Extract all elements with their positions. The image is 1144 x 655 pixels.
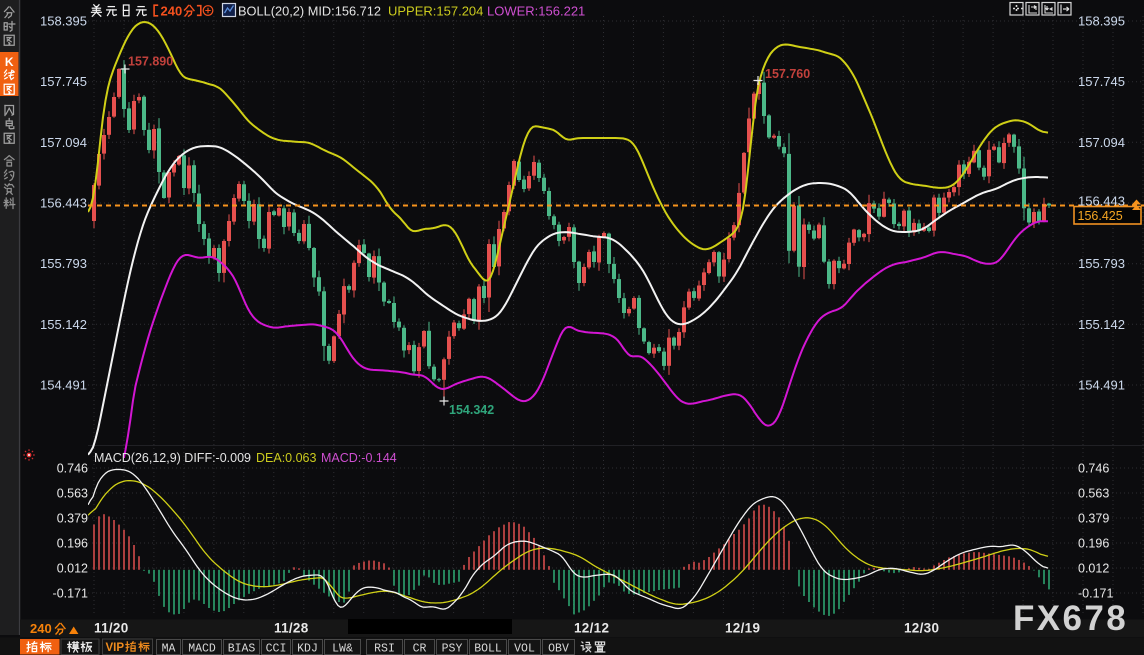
- svg-text:BOLL(20,2) MID:156.712: BOLL(20,2) MID:156.712: [238, 4, 381, 19]
- svg-text:CR: CR: [413, 643, 427, 655]
- svg-text:155.793: 155.793: [40, 256, 87, 271]
- svg-text:0.563: 0.563: [57, 487, 88, 501]
- svg-text:154.342: 154.342: [449, 403, 494, 417]
- svg-text:VOL: VOL: [514, 643, 535, 655]
- svg-text:-0.171: -0.171: [53, 587, 88, 601]
- svg-text:MACD: MACD: [188, 643, 216, 655]
- svg-text:154.491: 154.491: [40, 378, 87, 393]
- svg-text:0.563: 0.563: [1078, 487, 1109, 501]
- svg-text:157.760: 157.760: [765, 67, 810, 81]
- svg-text:12/19: 12/19: [725, 621, 760, 636]
- svg-text:11/28: 11/28: [274, 621, 309, 636]
- svg-text:OBV: OBV: [548, 643, 569, 655]
- svg-text:0.746: 0.746: [57, 462, 88, 476]
- svg-text:158.395: 158.395: [40, 14, 87, 29]
- svg-text:BIAS: BIAS: [228, 643, 256, 655]
- svg-text:BOLL: BOLL: [474, 643, 502, 655]
- svg-text:155.793: 155.793: [1078, 256, 1125, 271]
- svg-text:156.443: 156.443: [40, 196, 87, 211]
- svg-text:154.491: 154.491: [1078, 378, 1125, 393]
- svg-text:0.746: 0.746: [1078, 462, 1109, 476]
- svg-text:MACD(26,12,9) DIFF:-0.009: MACD(26,12,9) DIFF:-0.009: [94, 451, 251, 465]
- svg-text:MA: MA: [162, 643, 176, 655]
- svg-text:MACD:-0.144: MACD:-0.144: [321, 451, 397, 465]
- svg-text:12/12: 12/12: [574, 621, 609, 636]
- svg-text:240: 240: [161, 4, 183, 19]
- svg-text:0.196: 0.196: [1078, 537, 1109, 551]
- svg-text:0.012: 0.012: [57, 562, 88, 576]
- svg-text:PSY: PSY: [442, 643, 463, 655]
- svg-text:0.196: 0.196: [57, 537, 88, 551]
- svg-text:12/30: 12/30: [904, 621, 939, 636]
- svg-text:157.094: 157.094: [1078, 135, 1125, 150]
- svg-text:155.142: 155.142: [1078, 317, 1125, 332]
- svg-text:155.142: 155.142: [40, 317, 87, 332]
- svg-text:K: K: [5, 55, 14, 69]
- svg-text:158.395: 158.395: [1078, 14, 1125, 29]
- svg-text:0.379: 0.379: [1078, 512, 1109, 526]
- svg-text:0.379: 0.379: [57, 512, 88, 526]
- svg-text:11/20: 11/20: [94, 621, 129, 636]
- svg-text:LW&: LW&: [332, 643, 353, 655]
- svg-text:VIP: VIP: [106, 642, 125, 654]
- svg-text:DEA:0.063: DEA:0.063: [256, 451, 317, 465]
- svg-text:CCI: CCI: [266, 643, 287, 655]
- svg-text:156.425: 156.425: [1078, 209, 1123, 223]
- svg-text:157.094: 157.094: [40, 135, 87, 150]
- svg-text:UPPER:157.204: UPPER:157.204: [388, 4, 483, 19]
- svg-text:157.745: 157.745: [40, 74, 87, 89]
- svg-text:KDJ: KDJ: [297, 643, 318, 655]
- svg-text:157.745: 157.745: [1078, 74, 1125, 89]
- svg-text:157.890: 157.890: [128, 55, 173, 69]
- svg-text:-0.171: -0.171: [1078, 587, 1113, 601]
- svg-text:240: 240: [30, 621, 52, 636]
- svg-text:0.012: 0.012: [1078, 562, 1109, 576]
- svg-text:156.443: 156.443: [1078, 194, 1125, 209]
- svg-text:RSI: RSI: [374, 643, 395, 655]
- svg-text:FX678: FX678: [1013, 599, 1128, 638]
- svg-text:LOWER:156.221: LOWER:156.221: [487, 4, 585, 19]
